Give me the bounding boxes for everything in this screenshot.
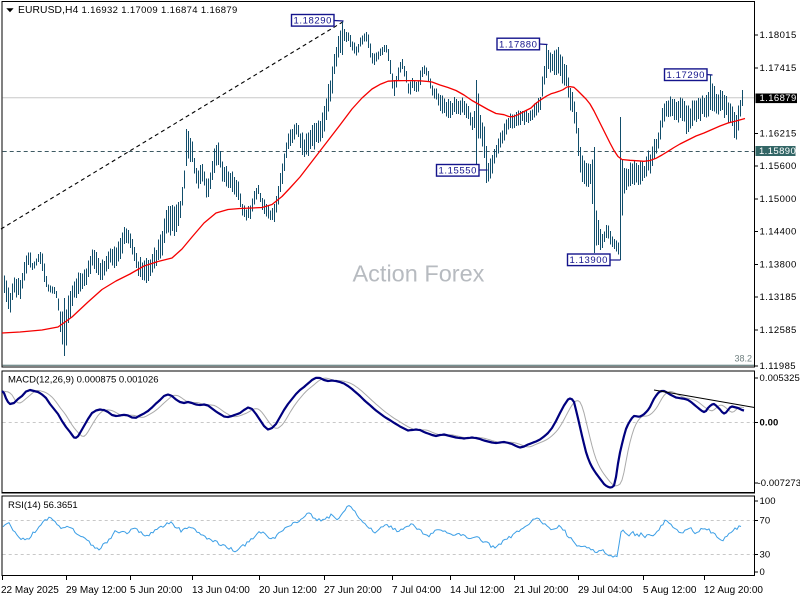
svg-text:1.17290: 1.17290	[666, 70, 705, 81]
svg-text:22 May 2025: 22 May 2025	[1, 585, 59, 596]
svg-text:1.16879: 1.16879	[760, 93, 797, 104]
svg-text:0: 0	[760, 567, 765, 578]
svg-text:21 Jul 20:00: 21 Jul 20:00	[514, 585, 569, 596]
svg-text:Action Forex: Action Forex	[353, 261, 485, 287]
svg-text:1.13800: 1.13800	[760, 259, 797, 270]
svg-text:0.005325: 0.005325	[760, 373, 800, 384]
svg-text:27 Jun 20:00: 27 Jun 20:00	[324, 585, 382, 596]
svg-text:1.17880: 1.17880	[499, 39, 538, 50]
svg-text:1.12585: 1.12585	[760, 325, 797, 336]
svg-text:1.13185: 1.13185	[760, 292, 797, 303]
svg-text:12 Aug 20:00: 12 Aug 20:00	[704, 585, 763, 596]
svg-text:-0.007273: -0.007273	[758, 478, 800, 489]
svg-text:29 May 12:00: 29 May 12:00	[66, 585, 127, 596]
svg-text:13 Jun 04:00: 13 Jun 04:00	[192, 585, 250, 596]
svg-text:RSI(14) 56.3651: RSI(14) 56.3651	[8, 500, 78, 511]
svg-text:EURUSD,H4: EURUSD,H4	[18, 5, 79, 16]
svg-text:1.16215: 1.16215	[760, 128, 797, 139]
svg-text:1.16932 1.17009 1.16874 1.1687: 1.16932 1.17009 1.16874 1.16879	[82, 5, 238, 16]
svg-text:20 Jun 12:00: 20 Jun 12:00	[259, 585, 317, 596]
svg-text:5 Aug 12:00: 5 Aug 12:00	[643, 585, 697, 596]
svg-text:1.15550: 1.15550	[438, 166, 477, 177]
svg-text:1.14400: 1.14400	[760, 227, 797, 238]
svg-text:1.17415: 1.17415	[760, 63, 797, 74]
svg-text:7 Jul 04:00: 7 Jul 04:00	[392, 585, 441, 596]
svg-text:30: 30	[760, 550, 771, 561]
svg-text:1.18290: 1.18290	[293, 16, 332, 27]
svg-text:5 Jun 20:00: 5 Jun 20:00	[130, 585, 183, 596]
svg-text:38.2: 38.2	[734, 354, 752, 364]
svg-text:14 Jul 12:00: 14 Jul 12:00	[450, 585, 505, 596]
svg-text:MACD(12,26,9) 0.000875 0.00102: MACD(12,26,9) 0.000875 0.001026	[8, 375, 159, 386]
svg-text:1.18015: 1.18015	[760, 30, 797, 41]
svg-text:1.11985: 1.11985	[760, 361, 796, 372]
svg-text:70: 70	[760, 516, 771, 527]
svg-text:100: 100	[760, 496, 776, 507]
svg-text:0.00: 0.00	[760, 418, 779, 429]
svg-text:1.15600: 1.15600	[760, 161, 797, 172]
svg-text:1.15890: 1.15890	[759, 146, 796, 157]
svg-text:1.15000: 1.15000	[760, 194, 797, 205]
svg-text:1.13900: 1.13900	[569, 255, 608, 266]
svg-text:29 Jul 04:00: 29 Jul 04:00	[578, 585, 633, 596]
